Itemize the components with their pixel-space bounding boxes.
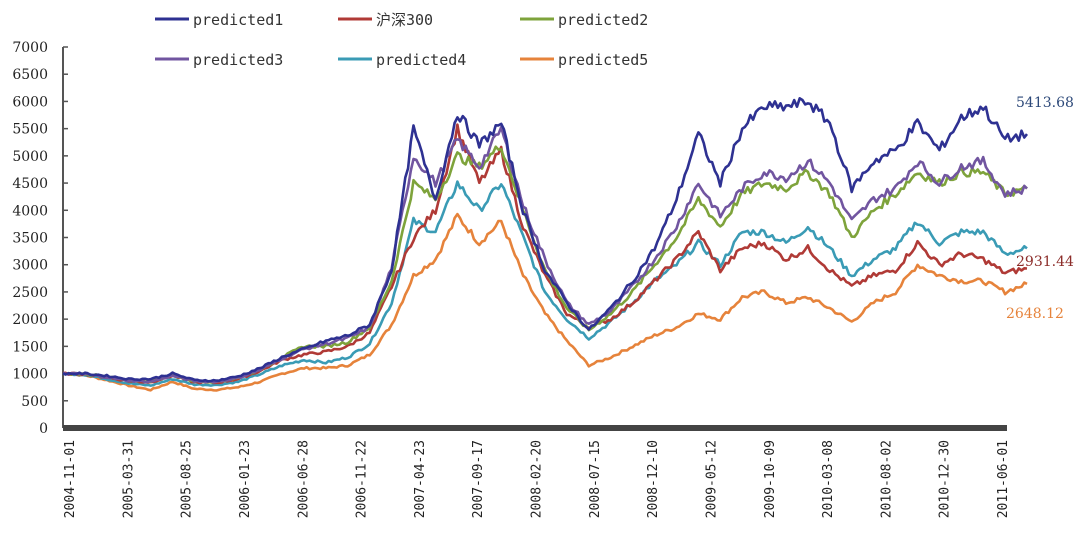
series-line-predicted2 [62, 145, 1028, 384]
legend-item: predicted1 [155, 11, 283, 29]
x-tick-label: 2009-10-09 [763, 440, 778, 518]
legend-label: predicted5 [558, 51, 648, 69]
end-value-label: 2931.44 [1016, 254, 1074, 270]
legend-item: predicted4 [338, 51, 466, 69]
series-line-predicted4 [62, 180, 1028, 387]
y-tick-label: 2000 [12, 312, 48, 328]
y-axis: 0 500 1000 1500 2000 2500 3000 3500 4000 4500 5000… [12, 40, 68, 437]
legend-item: predicted5 [520, 51, 648, 69]
x-tick-label: 2006-11-22 [355, 440, 370, 518]
y-tick-label: 3000 [12, 258, 48, 274]
y-tick-label: 1500 [12, 339, 48, 355]
y-tick-label: 7000 [12, 40, 48, 56]
x-tick-label: 2005-03-31 [121, 440, 136, 518]
x-tick-label: 2008-07-15 [588, 440, 603, 518]
y-tick-label: 0 [39, 421, 48, 437]
y-tick-label: 1000 [12, 367, 48, 383]
x-tick-label: 2011-06-01 [996, 440, 1011, 518]
y-tick-label: 4500 [12, 176, 48, 192]
x-tick-label: 2007-09-17 [471, 440, 486, 518]
x-tick-label: 2006-01-23 [238, 440, 253, 518]
x-tick-label: 2006-06-28 [296, 440, 311, 518]
x-tick-label: 2004-11-01 [63, 440, 78, 518]
end-value-label: 5413.68 [1016, 95, 1074, 111]
series-line-predicted3 [62, 125, 1028, 384]
legend-item: predicted2 [520, 11, 648, 29]
x-tick-label: 2010-12-30 [938, 440, 953, 518]
y-tick-label: 500 [21, 394, 48, 410]
y-tick-label: 5000 [12, 149, 48, 165]
y-tick-label: 6500 [12, 67, 48, 83]
x-tick-label: 2010-08-02 [879, 440, 894, 518]
legend-label: 沪深300 [376, 11, 433, 29]
legend-item: 沪深300 [338, 11, 433, 29]
series-line-predicted1 [62, 97, 1029, 383]
legend-label: predicted2 [558, 11, 648, 29]
y-tick-label: 2500 [12, 285, 48, 301]
legend: predicted1 沪深300 predicted2 predicted3 predi… [155, 11, 648, 69]
x-tick-label: 2010-03-08 [821, 440, 836, 518]
x-tick-label: 2005-08-25 [180, 440, 195, 518]
end-labels: 5413.68 2931.44 2648.12 [1006, 95, 1074, 322]
y-tick-label: 5500 [12, 122, 48, 138]
series-layer [62, 97, 1029, 392]
x-axis: 2004-11-01 2005-03-31 2005-08-25 2006-01-23… [63, 425, 1011, 518]
series-line-predicted5 [62, 212, 1028, 392]
legend-label: predicted3 [193, 51, 283, 69]
end-value-label: 2648.12 [1006, 306, 1064, 322]
legend-label: predicted4 [376, 51, 466, 69]
x-tick-label: 2008-12-10 [646, 440, 661, 518]
x-tick-label: 2007-04-23 [413, 440, 428, 518]
y-tick-label: 3500 [12, 231, 48, 247]
y-tick-label: 4000 [12, 203, 48, 219]
x-tick-label: 2009-05-12 [704, 440, 719, 518]
legend-label: predicted1 [193, 11, 283, 29]
y-tick-label: 6000 [12, 94, 48, 110]
legend-item: predicted3 [155, 51, 283, 69]
x-tick-label: 2008-02-20 [530, 440, 545, 518]
